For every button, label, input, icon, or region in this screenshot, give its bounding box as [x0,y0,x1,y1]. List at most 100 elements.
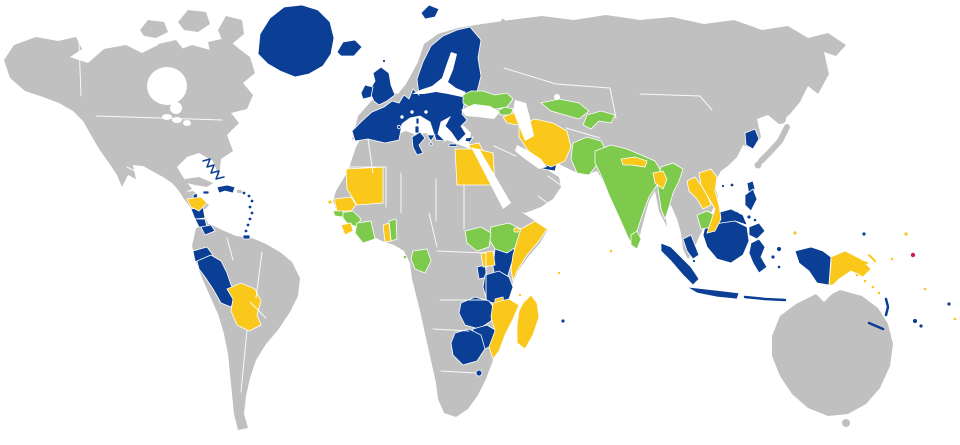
region-europe-schengen [351,26,482,144]
region-western-new-guinea [794,246,832,286]
region-java [686,286,740,300]
country-trinidad-and-tobago [242,234,251,240]
country-zambia [458,296,496,330]
region-sicily [426,134,436,142]
land-stroke-islands [501,19,887,406]
country-greenland [257,4,335,78]
lake-superior [162,114,172,120]
border-afghanistan [565,127,601,139]
border-nigeria-cameroon [428,212,438,248]
country-senegal [333,196,357,212]
country-japan-honshu [758,124,790,164]
region-visayas-1 [746,214,752,220]
country-new-zealand-north [873,368,887,388]
border-saudi-oman [547,175,563,187]
sea-persian-gulf [515,145,547,169]
country-sao-tome-and-principe [402,254,408,260]
region-lesser-antilles-3 [249,198,255,204]
region-mindanao [748,222,766,240]
country-palau [792,230,798,236]
country-solomon-islands-1 [854,272,860,278]
lake-ontario [183,120,191,126]
region-new-ireland [868,254,876,262]
country-lesotho [475,369,483,377]
country-jamaica [202,190,210,195]
country-cuba [185,177,213,187]
country-bahamas [202,158,225,180]
region-crete [448,143,458,147]
region-novaya-zemlya [501,19,517,41]
region-lesser-antilles-1 [241,190,247,196]
region-macau [721,184,725,188]
yellow-stroke-islands [852,254,876,264]
country-cote-divoire [354,220,376,244]
border-russia-mongolia-china [639,93,713,111]
sea-red [471,147,511,209]
country-kiribati [910,252,916,258]
region-new-britain [852,258,868,264]
region-lesser-antilles-6 [247,216,253,222]
country-maldives [608,248,614,254]
sea-black [461,104,500,119]
border-drc-north [436,250,486,254]
country-solomon-islands-2 [862,278,868,284]
country-mauritius [560,318,566,324]
region-tasmania [842,419,850,427]
country-iceland [336,39,363,57]
country-marshall-islands [903,231,909,237]
region-lesser-antilles-8 [243,228,249,234]
country-sierra-leone [340,222,354,236]
country-new-zealand-south [846,385,876,406]
border-saudi-yemen [537,195,555,209]
country-botswana [450,328,486,366]
country-tonga [952,316,958,322]
navy-stroke-islands [202,158,890,331]
country-kyrgyzstan-tajikistan [582,110,616,130]
sea-james-bay [170,102,182,114]
country-ireland [360,84,374,100]
region-lesser-antilles-2 [246,193,252,199]
region-lesser-antilles-4 [247,204,253,210]
region-palawan [736,212,746,224]
lake-huron [172,117,182,123]
country-uzbekistan [540,98,590,120]
region-arctic-island-2 [178,10,210,32]
country-australia [772,290,893,416]
group-red [910,252,916,258]
country-uganda [480,250,496,268]
region-moluccas-2 [776,264,782,270]
country-georgia [496,106,514,116]
country-vietnam [698,168,722,234]
country-cyprus [464,136,474,143]
country-samoa [946,301,952,307]
country-south-sudan [464,226,492,252]
border-kazakhstan-china [609,87,617,119]
region-arctic-island-1 [140,20,168,38]
seas [147,52,560,209]
country-bangladesh [652,170,668,190]
sea-aral [554,94,560,100]
country-seychelles [557,271,561,275]
region-sulawesi [748,238,768,274]
border-lines [78,41,713,393]
border-us-canada [95,115,223,121]
country-honduras [186,196,208,212]
country-malta [429,142,433,146]
country-djibouti [513,227,520,233]
country-san-marino-ring [423,109,429,115]
country-puerto-rico [237,190,242,193]
region-sumatra [660,242,700,286]
border-russia-kazakhstan [503,67,611,89]
region-lesser-sunda [743,295,787,302]
region-lesser-antilles-7 [245,222,251,228]
region-corsica [415,117,420,125]
region-arctic-island-3 [218,16,244,44]
region-luzon [744,188,758,212]
country-fiji-1 [912,318,918,324]
region-new-caledonia [867,321,885,331]
country-india [594,144,662,249]
region-hong-kong [729,182,735,188]
region-sardinia [414,125,420,134]
border-namibia-southafrica [440,370,477,374]
